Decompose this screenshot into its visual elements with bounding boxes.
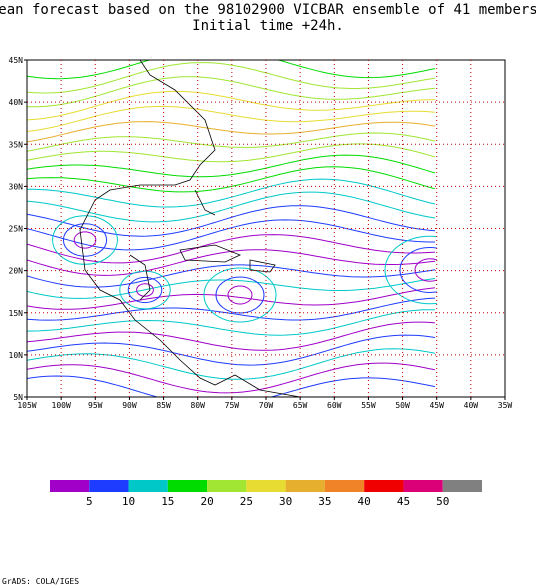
x-tick-label: 85W (156, 401, 171, 410)
y-tick-label: 30N (9, 182, 24, 191)
y-tick-label: 40N (9, 98, 24, 107)
streamlines (27, 60, 437, 397)
streamline (27, 90, 436, 121)
colorbar-box (50, 480, 90, 492)
colorbar-label: 40 (358, 495, 371, 508)
colorbar-box (89, 480, 129, 492)
streamline (27, 191, 436, 223)
x-tick-label: 100W (52, 401, 71, 410)
streamline (27, 334, 436, 366)
streamline (27, 121, 436, 143)
streamline (52, 215, 118, 265)
streamline (27, 234, 436, 264)
colorbar-label: 15 (161, 495, 174, 508)
colorbar-box (207, 480, 247, 492)
streamline (399, 247, 437, 293)
streamline (27, 219, 435, 251)
colorbar-box (364, 480, 404, 492)
colorbar-label: 30 (279, 495, 292, 508)
y-tick-label: 35N (9, 140, 24, 149)
streamline (27, 178, 436, 208)
x-tick-label: 60W (327, 401, 342, 410)
streamline (384, 235, 437, 305)
streamline (27, 154, 436, 178)
streamline (27, 143, 436, 163)
streamline (62, 223, 108, 257)
streamline (27, 60, 436, 80)
y-tick-label: 15N (9, 309, 24, 318)
x-tick-label: 70W (259, 401, 274, 410)
streamline (27, 166, 436, 193)
colorbar-label: 20 (200, 495, 213, 508)
x-tick-label: 80W (190, 401, 205, 410)
streamline (27, 264, 436, 288)
title-line: Initial time +24h. (192, 18, 344, 34)
footer: GrADS: COLA/IGES (2, 577, 79, 586)
x-tick-label: 75W (225, 401, 240, 410)
x-tick-label: 35W (498, 401, 513, 410)
x-tick-label: 40W (464, 401, 479, 410)
streamline (203, 267, 277, 323)
y-tick-label: 10N (9, 351, 24, 360)
y-tick-label: 45N (9, 56, 24, 65)
streamline (27, 362, 436, 394)
x-tick-label: 55W (361, 401, 376, 410)
streamline (127, 276, 163, 304)
colorbar-box (167, 480, 208, 492)
x-tick-label: 65W (293, 401, 308, 410)
colorbar-label: 10 (122, 495, 135, 508)
streamline (414, 258, 437, 282)
streamline (27, 348, 436, 380)
colorbar-box (403, 480, 443, 492)
x-tick-label: 90W (122, 401, 137, 410)
streamline (27, 375, 436, 397)
colorbar-label: 5 (86, 495, 93, 508)
streamline (27, 278, 436, 299)
streamline (27, 62, 436, 94)
streamline (27, 249, 436, 276)
streamline (27, 205, 436, 237)
title-line: Mean forecast based on the 98102900 VICB… (0, 2, 536, 18)
streamline (119, 270, 171, 310)
streamline (27, 132, 436, 152)
colorbar-box (128, 480, 168, 492)
y-tick-label: 20N (9, 267, 24, 276)
colorbar-box (285, 480, 325, 492)
y-tick-label: 5N (13, 393, 23, 402)
x-tick-label: 45W (429, 401, 444, 410)
streamline (27, 287, 436, 310)
streamline (27, 321, 436, 351)
y-tick-label: 25N (9, 225, 24, 234)
streamline (227, 285, 253, 305)
colorbar-label: 45 (397, 495, 410, 508)
coastline (79, 60, 301, 397)
colorbar-box (442, 480, 482, 492)
x-tick-label: 95W (88, 401, 103, 410)
colorbar-label: 25 (240, 495, 253, 508)
colorbar-box (246, 480, 286, 492)
colorbar-label: 50 (436, 495, 449, 508)
x-tick-label: 50W (395, 401, 410, 410)
streamline (136, 283, 154, 297)
x-tick-label: 105W (17, 401, 36, 410)
streamline (215, 276, 265, 314)
colorbar-box (324, 480, 365, 492)
streamline (27, 105, 436, 132)
streamline (73, 231, 97, 249)
colorbar-label: 35 (318, 495, 331, 508)
